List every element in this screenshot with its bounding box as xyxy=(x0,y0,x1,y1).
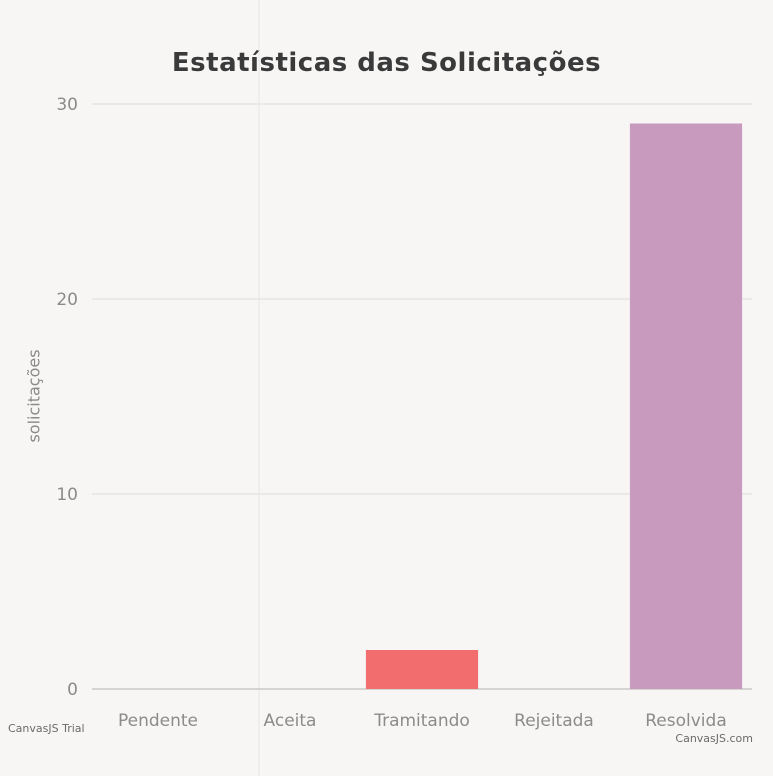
y-tick-label-0: 0 xyxy=(67,680,78,700)
chart-title: Estatísticas das Solicitações xyxy=(171,48,602,78)
watermark-canvasjs-trial: CanvasJS Trial xyxy=(8,722,85,735)
x-category-label-pendente: Pendente xyxy=(118,711,198,731)
y-tick-label-30: 30 xyxy=(56,95,78,115)
x-category-label-tramitando: Tramitando xyxy=(373,711,470,731)
watermark-canvasjs-com: CanvasJS.com xyxy=(675,732,753,745)
y-tick-label-20: 20 xyxy=(56,290,78,310)
bar-tramitando[interactable] xyxy=(365,650,479,689)
y-tick-label-10: 10 xyxy=(56,485,78,505)
bar-resolvida[interactable] xyxy=(629,123,743,690)
x-category-label-aceita: Aceita xyxy=(264,711,317,731)
x-category-label-rejeitada: Rejeitada xyxy=(514,711,594,731)
x-category-label-resolvida: Resolvida xyxy=(645,711,726,731)
